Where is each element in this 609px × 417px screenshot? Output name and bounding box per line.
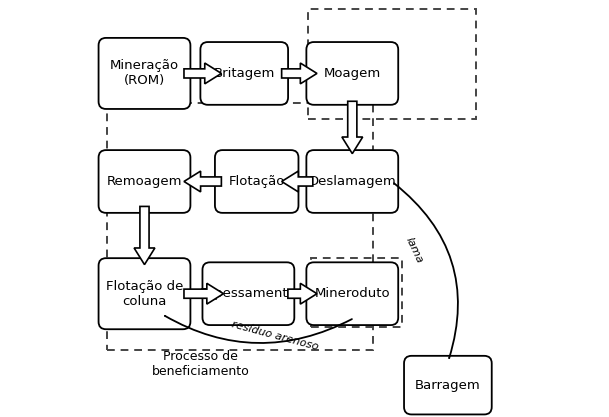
Text: Espessamento: Espessamento: [200, 287, 297, 300]
Text: Barragem: Barragem: [415, 379, 481, 392]
FancyBboxPatch shape: [202, 262, 294, 325]
FancyArrow shape: [184, 283, 224, 304]
Text: lama: lama: [404, 235, 425, 265]
FancyBboxPatch shape: [215, 150, 298, 213]
FancyBboxPatch shape: [306, 150, 398, 213]
Text: Moagem: Moagem: [323, 67, 381, 80]
Text: Flotação de
coluna: Flotação de coluna: [106, 280, 183, 308]
FancyArrow shape: [134, 206, 155, 265]
FancyBboxPatch shape: [99, 150, 191, 213]
FancyBboxPatch shape: [99, 258, 191, 329]
FancyArrow shape: [281, 171, 313, 192]
FancyArrowPatch shape: [165, 316, 352, 343]
Text: Deslamagem: Deslamagem: [308, 175, 396, 188]
Text: resíduo arenoso: resíduo arenoso: [231, 319, 320, 352]
Text: Mineração
(ROM): Mineração (ROM): [110, 60, 179, 88]
Text: Processo de
beneficiamento: Processo de beneficiamento: [152, 350, 250, 378]
Bar: [107, 103, 373, 350]
FancyArrow shape: [288, 283, 317, 304]
FancyBboxPatch shape: [200, 42, 288, 105]
Bar: [311, 259, 402, 327]
FancyBboxPatch shape: [99, 38, 191, 109]
FancyBboxPatch shape: [306, 262, 398, 325]
Text: Remoagem: Remoagem: [107, 175, 182, 188]
Bar: [308, 9, 476, 119]
FancyArrow shape: [184, 63, 222, 84]
FancyArrowPatch shape: [394, 183, 458, 358]
Text: Mineroduto: Mineroduto: [314, 287, 390, 300]
FancyArrow shape: [281, 63, 317, 84]
Text: Flotação: Flotação: [228, 175, 285, 188]
Text: Britagem: Britagem: [214, 67, 275, 80]
FancyArrow shape: [184, 171, 222, 192]
FancyArrow shape: [342, 101, 363, 153]
FancyBboxPatch shape: [306, 42, 398, 105]
FancyBboxPatch shape: [404, 356, 491, 414]
